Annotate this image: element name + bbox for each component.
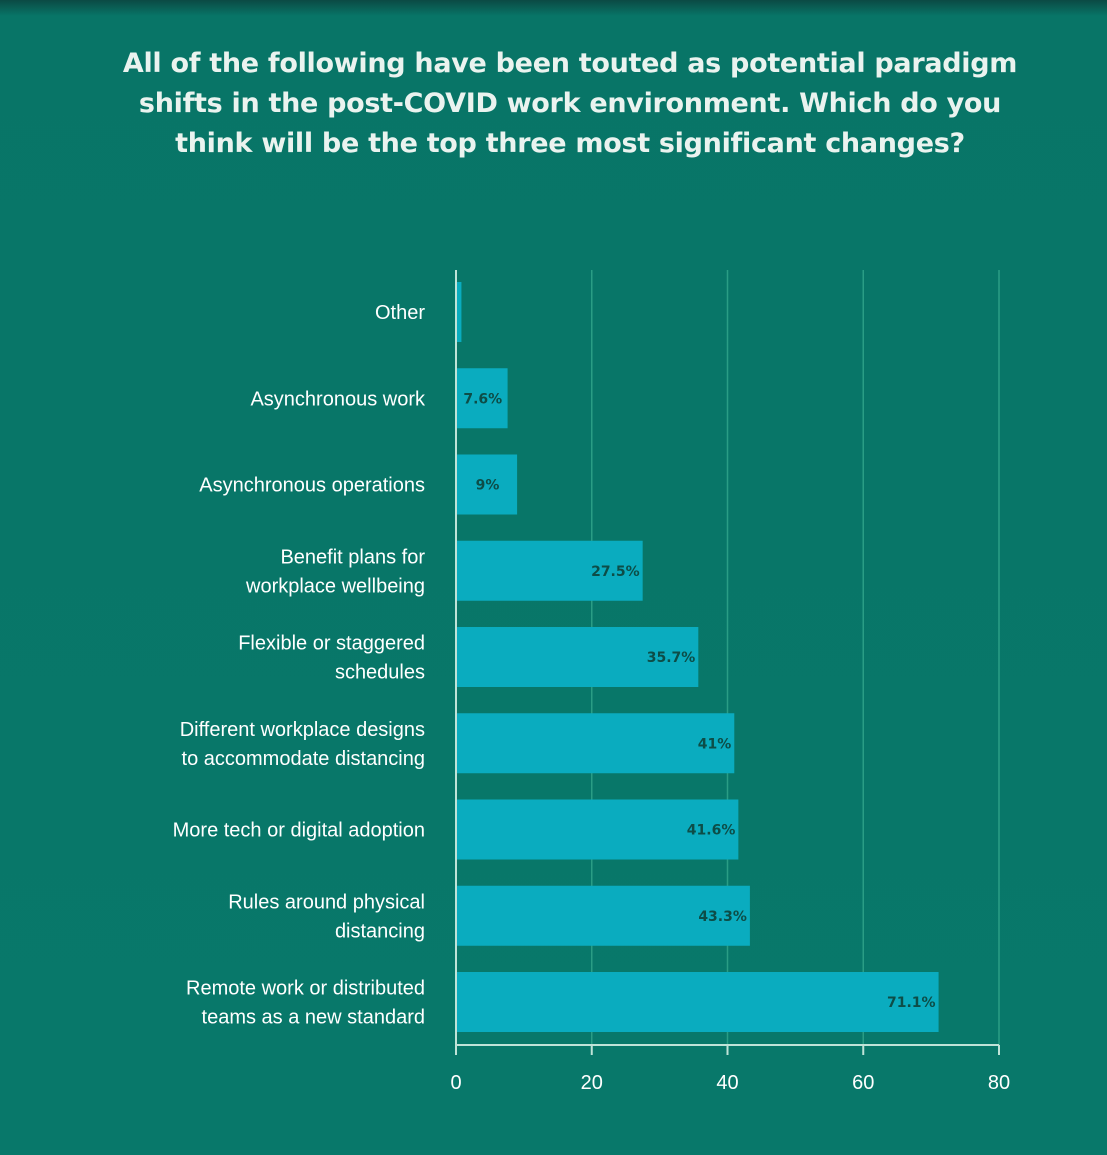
bar-3: [456, 540, 643, 601]
x-tick-label: 0: [450, 1072, 461, 1094]
category-label: Flexible or staggered: [238, 633, 425, 655]
value-label: 43.3%: [698, 909, 747, 925]
category-label: teams as a new standard: [202, 1007, 425, 1029]
category-label: workplace wellbeing: [245, 575, 425, 597]
value-label: 71.1%: [887, 995, 936, 1011]
category-label: distancing: [335, 920, 425, 942]
value-label: 27.5%: [591, 564, 640, 580]
value-label: 35.7%: [647, 650, 696, 666]
value-label: 7.6%: [463, 391, 502, 407]
bar-1: [456, 368, 508, 429]
chart-title: All of the following have been touted as…: [122, 48, 1018, 159]
category-label: Asynchronous work: [250, 388, 426, 410]
category-label: More tech or digital adoption: [173, 820, 425, 842]
value-label: 41%: [698, 736, 732, 752]
category-label: Other: [375, 302, 425, 324]
bar-4: [456, 627, 699, 687]
bar-2: [456, 454, 518, 515]
category-label: Different workplace designs: [180, 719, 425, 741]
bar-5: [456, 713, 735, 774]
x-tick-label: 20: [581, 1072, 603, 1094]
bar-8: [456, 972, 939, 1032]
x-tick-label: 80: [988, 1072, 1010, 1094]
bar-6: [456, 799, 739, 860]
category-label: Benefit plans for: [280, 546, 425, 568]
x-tick-label: 40: [716, 1072, 738, 1094]
value-label: 41.6%: [687, 823, 736, 839]
x-tick-label: 60: [852, 1072, 874, 1094]
bar-7: [456, 885, 750, 946]
bar-0: [456, 282, 462, 342]
category-label: Rules around physical: [228, 891, 425, 913]
category-label: to accommodate distancing: [182, 748, 425, 770]
category-label: Remote work or distributed: [186, 978, 425, 1000]
category-label: Asynchronous operations: [199, 475, 425, 497]
value-label: 9%: [476, 478, 500, 494]
category-label: schedules: [335, 662, 425, 684]
